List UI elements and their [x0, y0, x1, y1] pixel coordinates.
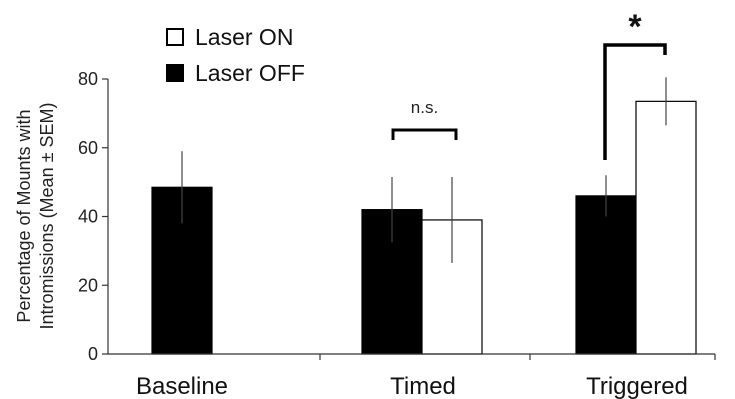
legend-swatch	[166, 28, 184, 46]
bars-layer	[151, 100, 697, 355]
legend: Laser ON Laser OFF	[166, 24, 305, 86]
significance-bracket	[603, 43, 667, 160]
y-axis-label-line: Percentage of Mounts with	[14, 109, 34, 322]
y-tick-label: 60	[78, 138, 98, 158]
y-tick-label: 0	[88, 344, 98, 364]
error-bars-layer	[181, 77, 667, 263]
significance-bracket	[391, 128, 458, 140]
bar-laser-on-triggered	[635, 100, 697, 355]
y-axis-label: Percentage of Mounts with Intromissions (…	[14, 103, 57, 330]
significance-label: *	[628, 8, 642, 46]
legend-label: Laser ON	[195, 24, 293, 50]
annotations-layer: n.s. *	[391, 8, 667, 160]
significance-label: n.s.	[411, 98, 438, 117]
y-tick-label: 80	[78, 69, 98, 89]
x-tick-label: Baseline	[136, 373, 228, 399]
y-tick-label: 40	[78, 207, 98, 227]
x-tick-label: Triggered	[586, 373, 688, 399]
x-tick-label: Timed	[390, 373, 456, 399]
y-axis-label-line: Intromissions (Mean ± SEM)	[37, 103, 57, 330]
axes-layer: 0 20 40 60 80 Baseline Timed Triggered Percentag…	[14, 69, 716, 399]
legend-swatch	[166, 64, 184, 82]
bar-laser-off-triggered	[575, 195, 637, 355]
y-tick-label: 20	[78, 275, 98, 295]
legend-label: Laser OFF	[195, 60, 305, 86]
